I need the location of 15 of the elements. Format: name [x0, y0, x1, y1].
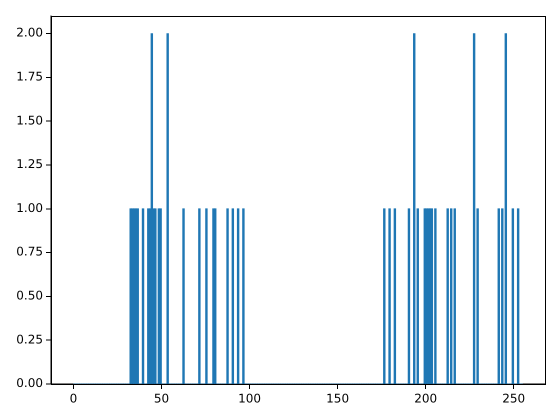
y-tick-label: 1.50 [16, 113, 43, 128]
x-tick-label: 0 [70, 391, 78, 406]
y-tick-label: 2.00 [16, 26, 43, 40]
x-tick-label: 100 [238, 391, 262, 406]
x-tick-label: 50 [154, 391, 170, 406]
x-tick-label: 200 [414, 391, 438, 406]
y-tick-label: 0.25 [16, 332, 43, 346]
y-tick-label: 1.25 [16, 157, 43, 172]
y-tick-label: 1.75 [16, 69, 43, 84]
y-tick-label: 1.00 [16, 200, 43, 215]
x-tick-label: 150 [326, 391, 350, 406]
y-tick-label: 0.00 [16, 376, 43, 390]
x-tick-label: 250 [502, 391, 526, 406]
y-tick-label: 0.50 [16, 288, 43, 303]
y-tick-label: 0.75 [16, 244, 43, 259]
